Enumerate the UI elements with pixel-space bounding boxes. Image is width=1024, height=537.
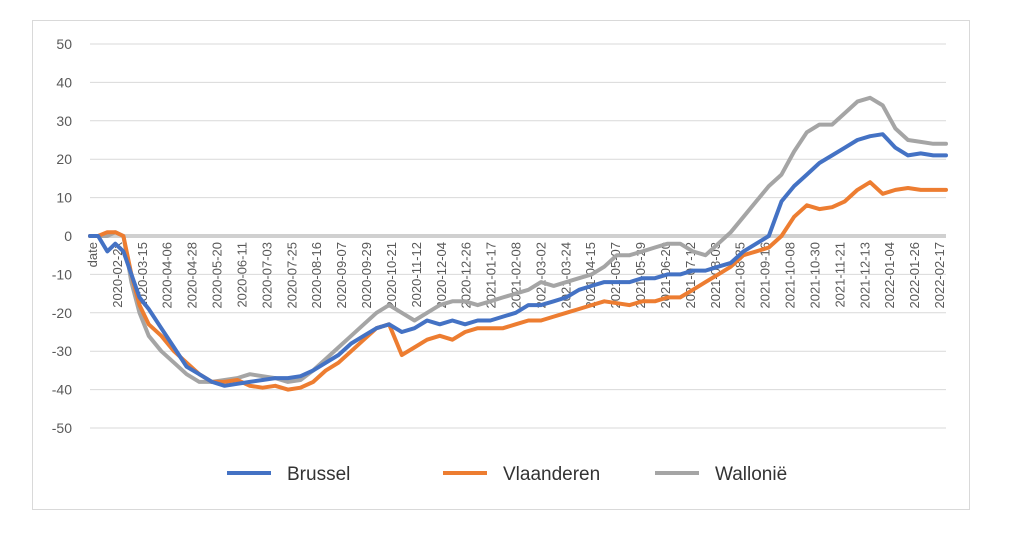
x-tick-label: 2021-01-17 [484,242,499,309]
x-tick-label: 2021-03-24 [558,242,573,309]
y-tick-label: -40 [52,382,72,398]
x-tick-label: 2022-01-04 [882,242,897,309]
series-line-brussel [88,132,948,388]
x-tick-label: 2020-07-03 [259,242,274,309]
x-tick-label: 2020-12-04 [434,242,449,309]
y-tick-label: 10 [56,190,72,206]
x-tick-label: 2020-04-06 [160,242,175,309]
x-tick-label: 2021-03-02 [533,242,548,309]
x-tick-label: 2020-09-07 [334,242,349,309]
x-tick-label: 2020-12-26 [459,242,474,309]
y-tick-label: -50 [52,420,72,436]
x-tick-label: 2021-12-13 [857,242,872,309]
legend-label: Brussel [287,464,350,485]
legend-label: Wallonië [715,464,787,485]
x-tick-label: 2020-05-20 [210,242,225,308]
y-tick-label: -10 [52,266,72,282]
x-tick-label: 2020-06-11 [234,242,249,308]
y-tick-label: 20 [56,151,72,167]
y-tick-label: 50 [56,36,72,52]
x-tick-label: 2020-10-21 [384,242,399,309]
y-tick-label: 40 [56,74,72,90]
legend-label: Vlaanderen [503,464,600,485]
x-tick-label: 2021-09-16 [758,242,773,309]
x-tick-label: 2021-10-08 [783,242,798,309]
series-line-wallonië [88,95,948,384]
y-tick-label: -20 [52,305,72,321]
x-tick-label: 2020-11-12 [409,242,424,308]
x-tick-label: 2022-02-17 [932,242,947,309]
x-tick-label: 2020-08-16 [309,242,324,309]
x-tick-label: 2021-11-21 [832,242,847,308]
x-tick-label: 2021-02-08 [509,242,524,309]
x-tick-label: 2020-02-2x [110,242,125,308]
x-tick-label: 2022-01-26 [907,242,922,309]
y-tick-label: 0 [64,228,72,244]
x-tick-label: 2021-05-29 [633,242,648,309]
x-tick-label: 2021-05-07 [608,242,623,309]
x-tick-label: 2020-07-25 [284,242,299,309]
y-tick-label: 30 [56,113,72,129]
x-tick-label: 2020-04-28 [185,242,200,309]
x-tick-label: 2021-10-30 [807,242,822,309]
x-tick-label: 2020-09-29 [359,242,374,309]
x-tick-label: date [85,242,100,267]
y-tick-label: -30 [52,343,72,359]
